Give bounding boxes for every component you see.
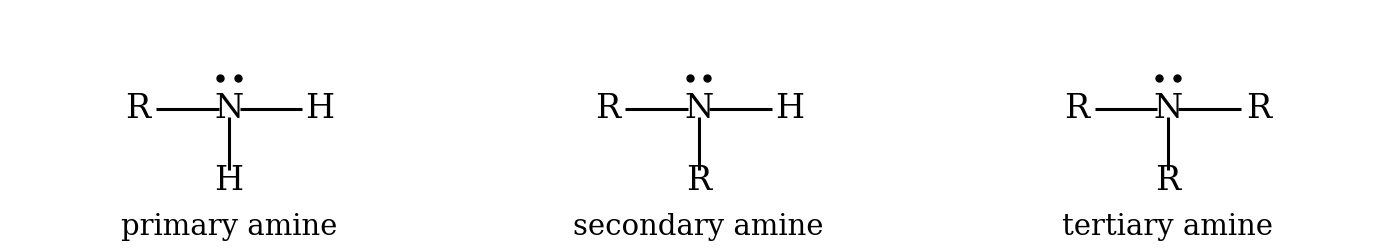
Text: secondary amine: secondary amine — [573, 213, 824, 241]
Text: R: R — [1246, 93, 1271, 125]
Text: R: R — [1155, 165, 1180, 197]
Text: R: R — [1065, 93, 1090, 125]
Text: R: R — [686, 165, 711, 197]
Text: N: N — [1154, 93, 1182, 125]
Text: H: H — [775, 93, 805, 125]
Text: H: H — [306, 93, 335, 125]
Text: N: N — [215, 93, 243, 125]
Text: R: R — [126, 93, 151, 125]
Text: H: H — [215, 165, 243, 197]
Text: primary amine: primary amine — [122, 213, 337, 241]
Text: R: R — [595, 93, 620, 125]
Text: tertiary amine: tertiary amine — [1062, 213, 1274, 241]
Text: N: N — [685, 93, 712, 125]
